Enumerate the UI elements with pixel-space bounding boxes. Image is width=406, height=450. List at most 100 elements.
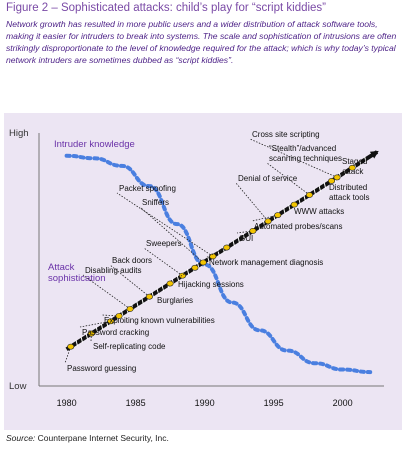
annotation-label: Hijacking sessions <box>178 280 244 289</box>
intruder-knowledge-series: Intruder knowledge <box>54 139 373 375</box>
arrow-tick <box>121 310 124 318</box>
arrow-tick <box>359 159 362 166</box>
annotation-label-line: attack tools <box>329 193 369 202</box>
annotation-label-line: Staged <box>342 157 367 166</box>
attack-marker <box>348 164 356 171</box>
arrow-tick <box>288 204 291 211</box>
attack-marker <box>126 306 134 312</box>
x-tick-label: 1995 <box>264 398 284 408</box>
annotation-label: GUI <box>239 234 253 243</box>
annotation-leader <box>235 182 269 222</box>
annotation-label-line: Sniffers <box>142 198 169 207</box>
figure-caption: Network growth has resulted in more publ… <box>6 19 397 65</box>
annotation-label-line: Sweepers <box>146 239 182 248</box>
x-tick-label: 2000 <box>333 398 353 408</box>
attack-marker <box>274 212 282 219</box>
attack-marker <box>179 272 187 279</box>
annotation-label-line: Network management diagnosis <box>209 258 323 267</box>
arrow-tick <box>186 268 190 276</box>
annotation-label-line: GUI <box>239 234 253 243</box>
x-tick-label: 1980 <box>57 398 77 408</box>
arrow-tick <box>100 323 104 330</box>
arrow-tick <box>80 336 84 343</box>
attack-marker <box>328 178 336 184</box>
arrow-tick <box>161 284 165 292</box>
arrow-tick <box>262 220 266 227</box>
annotation-label-line: Password cracking <box>82 328 149 337</box>
annotation-label-line: WWW attacks <box>294 207 344 216</box>
annotation-label-line: Burglaries <box>157 296 193 305</box>
attack-marker <box>249 228 257 234</box>
annotation-label-line: Distributed <box>329 183 367 192</box>
annotation-leader <box>175 267 196 280</box>
annotation-leader <box>249 138 338 178</box>
annotation-label-line: Hijacking sessions <box>178 280 244 289</box>
annotation-label: Sweepers <box>146 239 182 248</box>
attack-marker <box>107 318 115 325</box>
arrow-tick <box>105 320 109 327</box>
annotation-label: Exploiting known vulnerabilities <box>104 316 215 325</box>
annotation-label-line: Automated probes/scans <box>254 222 343 231</box>
annotation-label: Sniffers <box>142 198 169 207</box>
annotation-label-line: Cross site scripting <box>252 130 320 139</box>
arrow-tick <box>217 249 220 256</box>
annotation-label-line: scanning techniques <box>269 154 342 163</box>
annotation-label: Self-replicating code <box>93 342 166 351</box>
annotation-leader <box>206 247 227 258</box>
attack-marker <box>87 330 95 337</box>
annotation-label-line: Disabling audits <box>85 266 141 275</box>
annotation-leader <box>109 264 150 298</box>
chart-panel: 1980 1985 1990 1995 2000 Low High Intruder kno… <box>4 113 402 430</box>
arrow-tick <box>207 256 210 263</box>
source-text: Counterpane Internet Security, Inc. <box>37 433 169 443</box>
x-tick-label: 1990 <box>195 398 215 408</box>
x-tick-label: 1985 <box>126 398 146 408</box>
attack-marker <box>333 174 341 181</box>
y-tick-label: Low <box>9 381 27 392</box>
arrow-tick <box>222 246 225 253</box>
arrow-tick <box>298 198 301 205</box>
attack-marker <box>191 264 199 271</box>
intruder-knowledge-line <box>64 153 373 375</box>
arrow-tick <box>85 333 89 340</box>
attack-marker <box>290 201 298 208</box>
arrow-tick <box>141 297 144 305</box>
annotation-label: Distributed attack tools <box>329 183 369 202</box>
annotation-leader <box>116 192 214 257</box>
arrow-tick <box>242 233 246 240</box>
attack-marker <box>145 293 153 300</box>
annotation-leader <box>79 320 111 328</box>
arrow-tick <box>232 239 235 247</box>
annotation-label: Back doors <box>112 256 152 265</box>
y-tick-label: High <box>9 128 29 139</box>
annotation-leader <box>82 274 131 310</box>
attack-marker <box>115 313 123 319</box>
attack-marker <box>305 192 313 198</box>
annotation-leader <box>251 214 278 222</box>
attack-trend-chart: 1980 1985 1990 1995 2000 Low High Intruder kno… <box>9 128 384 408</box>
annotation-leader <box>339 167 353 177</box>
annotation-label: Network management diagnosis <box>209 258 323 267</box>
annotation-label: WWW attacks <box>294 207 344 216</box>
annotation-label-line: Packet spoofing <box>119 184 176 193</box>
annotation-label-line: Exploiting known vulnerabilities <box>104 316 215 325</box>
arrow-tick <box>95 326 99 334</box>
arrow-tick <box>156 288 159 295</box>
arrow-tick <box>364 156 367 163</box>
arrow-tick <box>176 275 180 282</box>
arrow-tick <box>303 194 306 202</box>
arrow-tick <box>283 207 286 215</box>
arrow-tick <box>272 214 276 221</box>
annotation-label-line: Self-replicating code <box>93 342 166 351</box>
annotation-label: Cross site scripting <box>252 130 320 139</box>
arrow-tick <box>136 301 139 308</box>
annotation-label: Password guessing <box>67 364 136 373</box>
annotation-label: Password cracking <box>82 328 149 337</box>
arrow-tick <box>151 291 154 298</box>
attack-sophistication-label-line: sophistication <box>48 273 106 284</box>
annotation-label-line: “Stealth”/advanced <box>269 144 336 153</box>
annotation-leader <box>143 247 183 276</box>
annotation-label-line: Password guessing <box>67 364 136 373</box>
intruder-knowledge-label: Intruder knowledge <box>54 139 135 150</box>
arrow-tick <box>323 181 327 189</box>
